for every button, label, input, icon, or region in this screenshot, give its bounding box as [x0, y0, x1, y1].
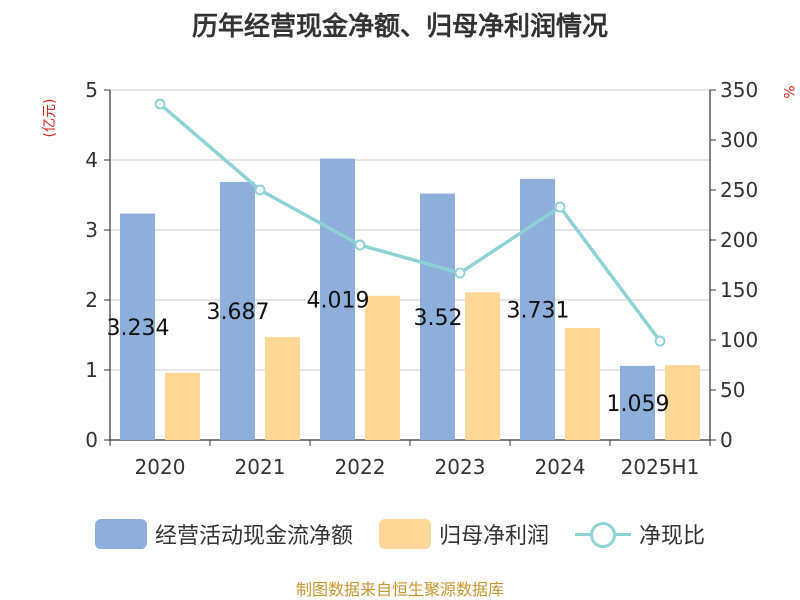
right-axis-tick-label: 250 [720, 178, 758, 202]
x-axis-tick-label: 2025H1 [621, 455, 700, 479]
ratio-line [158, 102, 662, 343]
right-axis-tick-label: 300 [720, 128, 758, 152]
right-axis-tick-label: 50 [720, 378, 745, 402]
left-axis-tick-label: 2 [85, 288, 98, 312]
x-axis-tick-label: 2020 [135, 455, 186, 479]
legend-swatch-profit [378, 519, 431, 549]
left-axis-tick-label: 4 [85, 148, 98, 172]
legend-label-ratio: 净现比 [639, 524, 706, 549]
x-axis-tick-label: 2024 [535, 455, 586, 479]
legend-item-profit[interactable]: 归母净利润 [378, 518, 549, 550]
right-axis-tick-label: 150 [720, 278, 758, 302]
legend-label-profit: 归母净利润 [438, 524, 549, 549]
legend-label-cashflow: 经营活动现金流净额 [154, 524, 353, 549]
bar [220, 181, 255, 440]
bar [665, 365, 700, 440]
x-axis-tick-label: 2023 [435, 455, 486, 479]
left-axis-unit: (亿元) [42, 99, 58, 138]
right-axis-tick-label: 0 [720, 428, 733, 452]
bar [620, 365, 655, 440]
left-axis-tick-label: 1 [85, 358, 98, 382]
line-point [454, 267, 466, 279]
legend-swatch-ratio [575, 519, 631, 549]
legend: 经营活动现金流净额 归母净利润 净现比 [0, 518, 800, 550]
bar [365, 295, 400, 440]
line-point [254, 184, 266, 196]
bar [165, 372, 200, 440]
data-label: 1.059 [607, 392, 670, 417]
right-axis-unit: % [780, 85, 796, 98]
right-axis-tick-label: 100 [720, 328, 758, 352]
bar [320, 158, 355, 441]
chart-title: 历年经营现金净额、归母净利润情况 [191, 12, 608, 42]
right-axis-tick-label: 200 [720, 228, 758, 252]
line-point [354, 239, 366, 251]
legend-item-cashflow[interactable]: 经营活动现金流净额 [94, 518, 353, 550]
line-point [554, 201, 566, 213]
data-label: 3.731 [507, 298, 570, 323]
source-note: 制图数据来自恒生聚源数据库 [295, 580, 504, 599]
left-axis-tick-label: 0 [85, 428, 98, 452]
bar [265, 337, 300, 440]
bar [565, 328, 600, 440]
data-label: 3.687 [207, 300, 270, 325]
bar [420, 193, 455, 440]
data-label: 4.019 [307, 288, 370, 313]
line-point [654, 335, 666, 347]
left-axis-tick-label: 5 [85, 78, 98, 102]
line-point [154, 98, 166, 110]
bar [120, 213, 155, 440]
left-axis-tick-label: 3 [85, 218, 98, 242]
legend-swatch-cashflow [94, 519, 147, 549]
x-axis-tick-label: 2021 [235, 455, 286, 479]
data-label: 3.234 [107, 316, 170, 341]
x-axis-tick-label: 2022 [335, 455, 386, 479]
data-label: 3.52 [414, 306, 463, 331]
legend-item-ratio[interactable]: 净现比 [575, 518, 705, 550]
right-axis-tick-label: 350 [720, 78, 758, 102]
bar [465, 292, 500, 440]
